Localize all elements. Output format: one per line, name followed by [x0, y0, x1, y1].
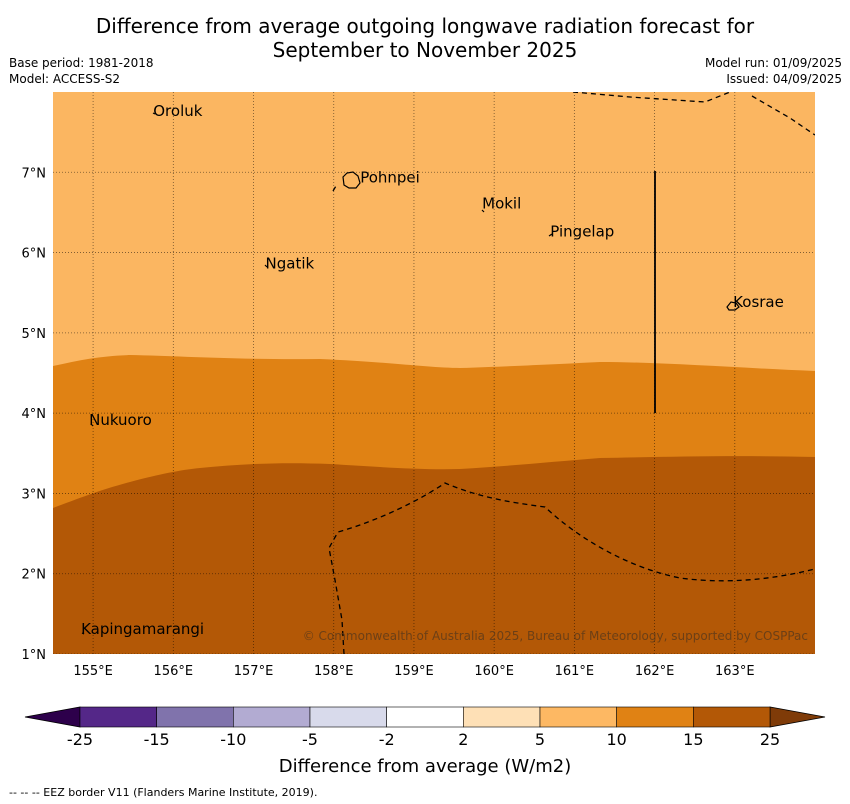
lat-tick-label: 2°N: [22, 568, 47, 583]
place-labels: Oroluk Pohnpei Mokil Pingelap Ngatik Kosrae Nu…: [81, 102, 784, 638]
colorbar-label: Difference from average (W/m2): [279, 756, 571, 777]
run-info: Model run: 01/09/2025 Issued: 04/09/2025: [705, 55, 842, 87]
colorbar-tick-label: 5: [535, 730, 545, 749]
lat-tick-label: 4°N: [22, 407, 47, 422]
lon-tick-label: 160°E: [474, 664, 514, 679]
oroluk-mark: [152, 112, 156, 115]
colorbar-segment: [616, 706, 694, 728]
eez-border-south: [328, 482, 815, 654]
colorbar-segment: [79, 706, 157, 728]
colorbar-segment: [693, 706, 771, 728]
lat-tick-label: 5°N: [22, 327, 47, 342]
lat-tick-label: 6°N: [22, 247, 47, 262]
map-area: Oroluk Pohnpei Mokil Pingelap Ngatik Kosrae Nu…: [53, 92, 815, 654]
place-label-oroluk: Oroluk: [153, 102, 202, 120]
place-label-pingelap: Pingelap: [550, 223, 614, 241]
lon-tick-label: 162°E: [635, 664, 675, 679]
lat-tick-label: 3°N: [22, 487, 47, 502]
place-label-nukuoro: Nukuoro: [89, 411, 152, 429]
axis-labels: 155°E 156°E 157°E 158°E 159°E 160°E 161°E 162°E…: [22, 166, 755, 679]
colorbar-segment: [463, 706, 541, 728]
colorbar-tick-label: 25: [760, 730, 780, 749]
title-line-2: September to November 2025: [272, 38, 578, 62]
place-label-pohnpei: Pohnpei: [360, 169, 420, 187]
colorbar-segment: [386, 706, 464, 728]
lon-tick-label: 163°E: [715, 664, 755, 679]
lon-tick-label: 158°E: [314, 664, 354, 679]
colorbar-tick-label: -2: [379, 730, 395, 749]
kosrae-outline: [726, 301, 740, 311]
colorbar-tick-label: 15: [683, 730, 703, 749]
place-label-kosrae: Kosrae: [733, 293, 784, 311]
colorbar: -25 -15 -10 -5 -2 2 5 10 15 25: [24, 706, 826, 749]
copyright-text: © Commonwealth of Australia 2025, Bureau…: [303, 629, 808, 643]
lon-tick-label: 155°E: [73, 664, 113, 679]
colorbar-tick-label: 10: [606, 730, 626, 749]
colorbar-segment: [539, 706, 617, 728]
model-name: Model: ACCESS-S2: [9, 72, 121, 86]
nukuoro-mark: [90, 423, 94, 427]
lon-tick-label: 156°E: [154, 664, 194, 679]
lon-tick-label: 161°E: [555, 664, 595, 679]
colorbar-tick-label: -25: [67, 730, 93, 749]
base-period: Base period: 1981-2018: [9, 56, 154, 70]
chart-title: Difference from average outgoing longwav…: [0, 14, 850, 62]
eez-border-north: [572, 92, 732, 103]
colorbar-extend-high: [769, 706, 826, 728]
gridlines: [53, 92, 815, 654]
colorbar-tick-label: -15: [144, 730, 170, 749]
mokil-mark: [481, 209, 485, 213]
place-label-kapingamarangi: Kapingamarangi: [81, 620, 204, 638]
eez-border-northeast: [751, 95, 815, 136]
place-label-mokil: Mokil: [482, 194, 521, 212]
title-line-1: Difference from average outgoing longwav…: [95, 14, 755, 38]
colorbar-tick-label: -5: [302, 730, 318, 749]
colorbar-segment: [309, 706, 387, 728]
colorbar-tick-label: -10: [220, 730, 246, 749]
eez-borders: [328, 92, 815, 654]
lat-tick-label: 1°N: [22, 648, 47, 663]
colorbar-segment: [156, 706, 234, 728]
colorbar-extend-low: [24, 706, 81, 728]
pingelap-mark: [548, 233, 553, 237]
issued-date: Issued: 04/09/2025: [726, 72, 842, 86]
islands: [81, 112, 740, 635]
pohnpei-outline: [342, 171, 361, 189]
colorbar-tick-label: 2: [458, 730, 468, 749]
eez-border-pohnpei: [332, 185, 337, 192]
model-run-date: Model run: 01/09/2025: [704, 56, 842, 70]
band-15-25: [53, 456, 815, 654]
place-label-ngatik: Ngatik: [266, 255, 315, 273]
kapingamarangi-mark: [81, 632, 85, 635]
colorbar-segment: [233, 706, 311, 728]
lon-tick-label: 159°E: [394, 664, 434, 679]
lon-tick-label: 157°E: [234, 664, 274, 679]
eez-source-note: -- -- -- EEZ border V11 (Flanders Marine…: [9, 786, 318, 799]
lat-tick-label: 7°N: [22, 166, 47, 181]
ngatik-mark: [264, 264, 268, 268]
model-info: Base period: 1981-2018 Model: ACCESS-S2: [9, 55, 154, 87]
